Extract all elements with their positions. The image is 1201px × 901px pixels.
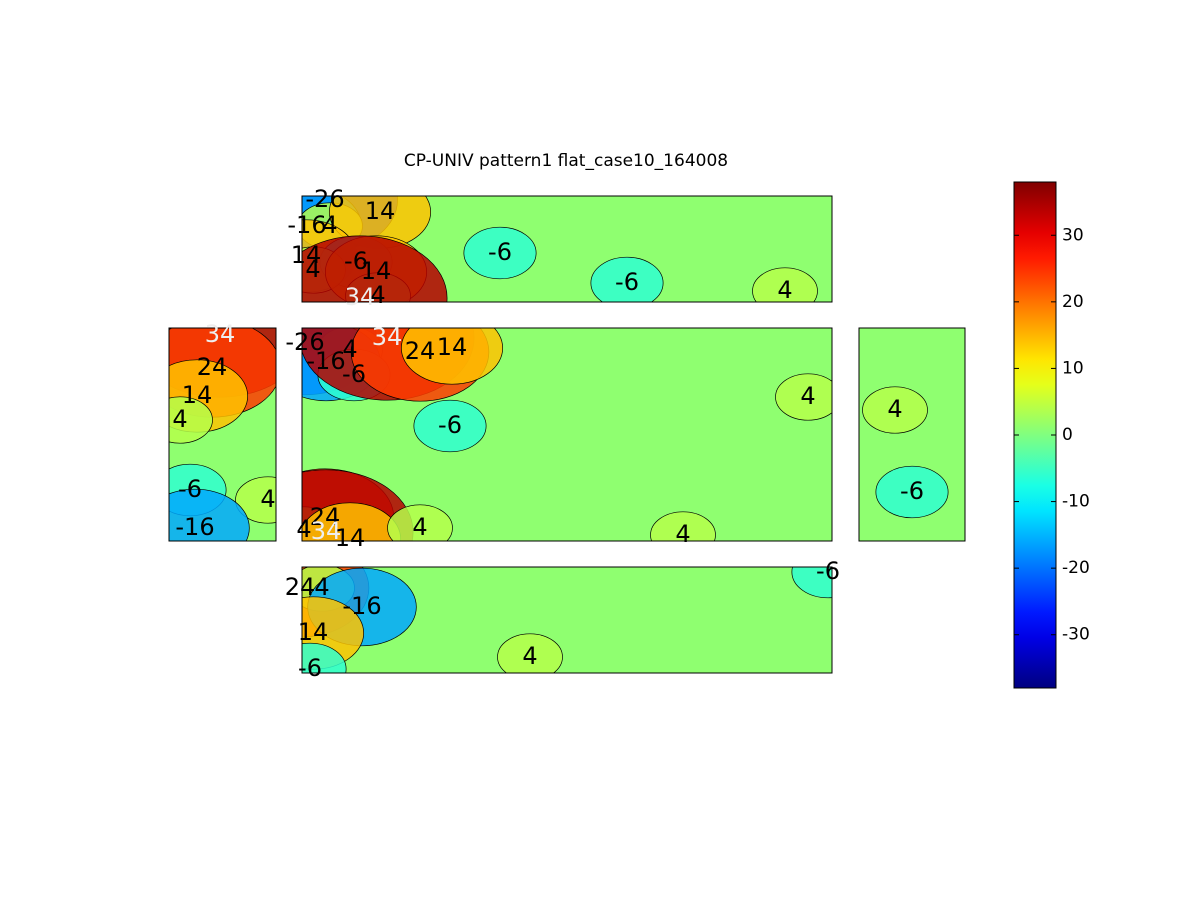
contour-region [302,642,347,673]
contour-label: -26 [285,328,324,356]
contour-region [387,504,453,541]
contour-label: 14 [365,197,396,225]
contour-region [413,399,487,453]
contour-label: -16 [287,211,326,239]
contour-label: 24 [405,337,436,365]
colorbar-tick-label: 20 [1062,292,1084,312]
panel [169,328,276,541]
contour-label: -6 [342,360,366,388]
panel-frame [301,195,833,303]
contour-label: -6 [615,268,639,296]
contour-label: 24 [197,353,228,381]
colorbar-tick-label: -20 [1062,558,1090,578]
contour-label: -16 [342,592,381,620]
contour-region [169,488,250,541]
contour-label: -6 [298,654,322,682]
contour-label: 34 [311,517,342,545]
contour-label: 24 [285,573,316,601]
contour-region [791,567,832,599]
contour-region [650,511,716,541]
panel [302,328,832,541]
contour-region [497,633,563,673]
colorbar-tick-label: 30 [1062,225,1084,245]
contour-label: 14 [335,524,366,552]
contour-label: 4 [296,515,311,543]
contour-label: 14 [182,381,213,409]
contour-label: -16 [306,347,345,375]
contour-label: 4 [314,573,329,601]
contour-label: 14 [298,618,329,646]
contour-label: -6 [900,477,924,505]
contour-label: 24 [310,503,341,531]
colorbar-tick-label: 10 [1062,358,1084,378]
contour-label: 4 [800,382,815,410]
contour-label: 14 [291,241,322,269]
panel-frame [301,566,833,674]
contour-region [400,328,504,385]
panel [302,567,832,673]
colorbar-tick-label: 0 [1062,425,1073,445]
contour-label: 34 [205,320,236,348]
colorbar [1013,181,1057,689]
contour-label: 4 [342,335,357,363]
contour-label: -26 [305,185,344,213]
panel-frame [301,327,833,542]
contour-label: 4 [172,405,187,433]
contour-label: 34 [372,323,403,351]
contour-label: 4 [777,276,792,304]
contour-label: 4 [305,255,320,283]
contour-region [463,226,537,280]
contour-region [862,386,928,434]
contour-label: 4 [260,485,275,513]
contour-label: -16 [175,513,214,541]
contour-label: 14 [437,333,468,361]
panel [302,196,832,302]
colorbar-tick-label: -30 [1062,625,1090,645]
panel-frame [858,327,966,542]
contour-region [590,256,664,302]
chart-title: CP-UNIV pattern1 flat_case10_164008 [404,151,728,171]
contour-label: 4 [887,395,902,423]
contour-label: -6 [344,247,368,275]
contour-label: -6 [178,475,202,503]
contour-region [752,267,818,302]
contour-label: 14 [361,257,392,285]
contour-label: 34 [345,283,376,311]
panel-frame [168,327,277,542]
panel [859,328,965,541]
contour-region [169,396,213,444]
contour-region [875,465,949,519]
contour-label: 4 [522,642,537,670]
colorbar-tick-label: -10 [1062,492,1090,512]
contour-label: 4 [370,281,385,309]
contour-label: 4 [675,520,690,548]
contour-region [775,373,832,421]
contour-label: 4 [322,211,337,239]
contour-region [235,476,276,524]
contour-label: -6 [816,557,840,585]
contour-region [302,235,448,302]
contour-label: -6 [488,238,512,266]
contour-label: -6 [438,411,462,439]
contour-label: 4 [412,513,427,541]
